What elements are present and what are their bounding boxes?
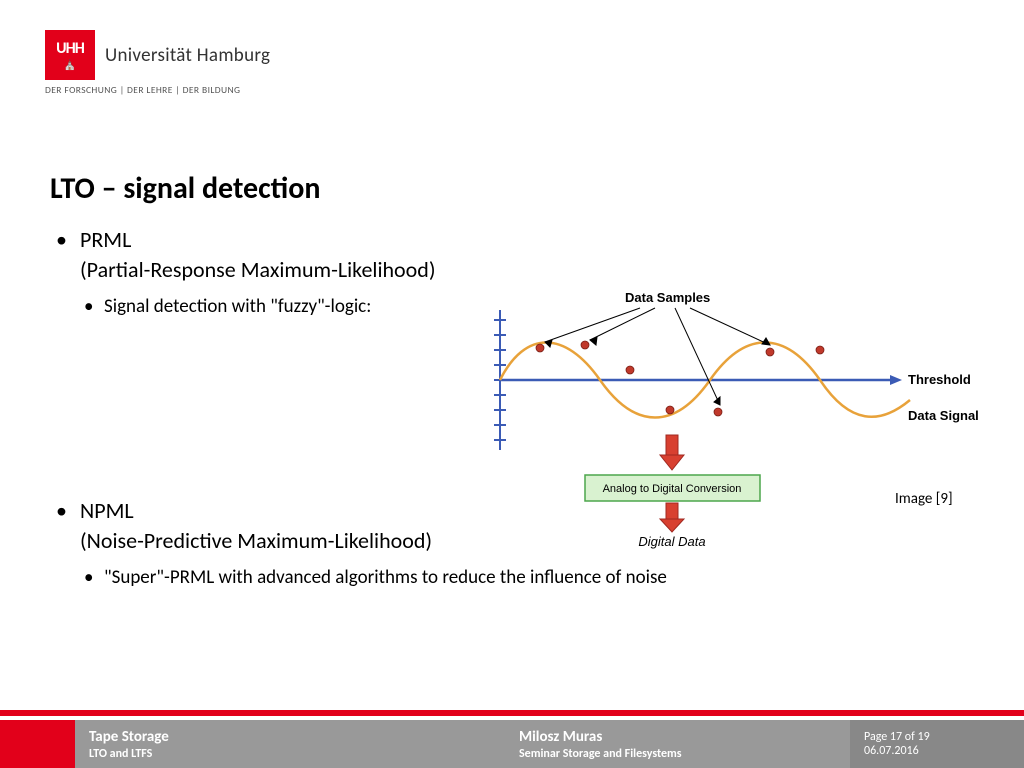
sample-point: [766, 348, 774, 356]
label-data-samples: Data Samples: [625, 290, 710, 305]
bullet-npml-sub: "Super"-PRML with advanced algorithms to…: [80, 565, 970, 592]
logo-abbrev: UHH: [56, 39, 84, 58]
bullet-prml-expansion: (Partial-Response Maximum-Likelihood): [80, 256, 436, 283]
footer-page: Page 17 of 19: [864, 730, 1010, 744]
footer-date: 06.07.2016: [864, 744, 1010, 758]
footer-right: Page 17 of 19 06.07.2016: [850, 720, 1024, 768]
footer-left: Tape Storage LTO and LTFS: [75, 720, 505, 768]
footer-accent-block: [0, 720, 75, 768]
bullet-npml-expansion: (Noise-Predictive Maximum-Likelihood): [80, 527, 432, 554]
label-data-signal: Data Signal: [908, 408, 979, 423]
footer: Tape Storage LTO and LTFS Milosz Muras S…: [0, 710, 1024, 768]
bullet-npml-name: NPML: [80, 497, 134, 524]
footer-left-sub: LTO and LTFS: [89, 747, 491, 761]
slide-title: LTO – signal detection: [50, 170, 320, 207]
logo-gate-icon: ⛪: [64, 58, 76, 71]
sample-point: [626, 366, 634, 374]
logo-badge: UHH ⛪: [45, 30, 95, 80]
university-name: Universität Hamburg: [105, 44, 270, 67]
sample-point: [536, 344, 544, 352]
university-tagline: DER FORSCHUNG | DER LEHRE | DER BILDUNG: [45, 84, 270, 96]
footer-mid: Milosz Muras Seminar Storage and Filesys…: [505, 720, 850, 768]
label-adc: Analog to Digital Conversion: [603, 483, 742, 495]
university-logo-block: UHH ⛪ Universität Hamburg DER FORSCHUNG …: [45, 30, 270, 96]
sample-point: [581, 341, 589, 349]
label-threshold: Threshold: [908, 372, 971, 387]
sample-point: [714, 408, 722, 416]
image-reference: Image [9]: [895, 490, 953, 508]
footer-seminar: Seminar Storage and Filesystems: [519, 747, 836, 761]
footer-author: Milosz Muras: [519, 728, 836, 746]
bullet-prml-name: PRML: [80, 226, 131, 253]
sample-point: [666, 406, 674, 414]
label-digital-data: Digital Data: [638, 534, 705, 549]
sample-point: [816, 346, 824, 354]
footer-left-title: Tape Storage: [89, 728, 491, 746]
signal-diagram: Data Samples Threshold Data Signal Analo…: [470, 290, 980, 550]
